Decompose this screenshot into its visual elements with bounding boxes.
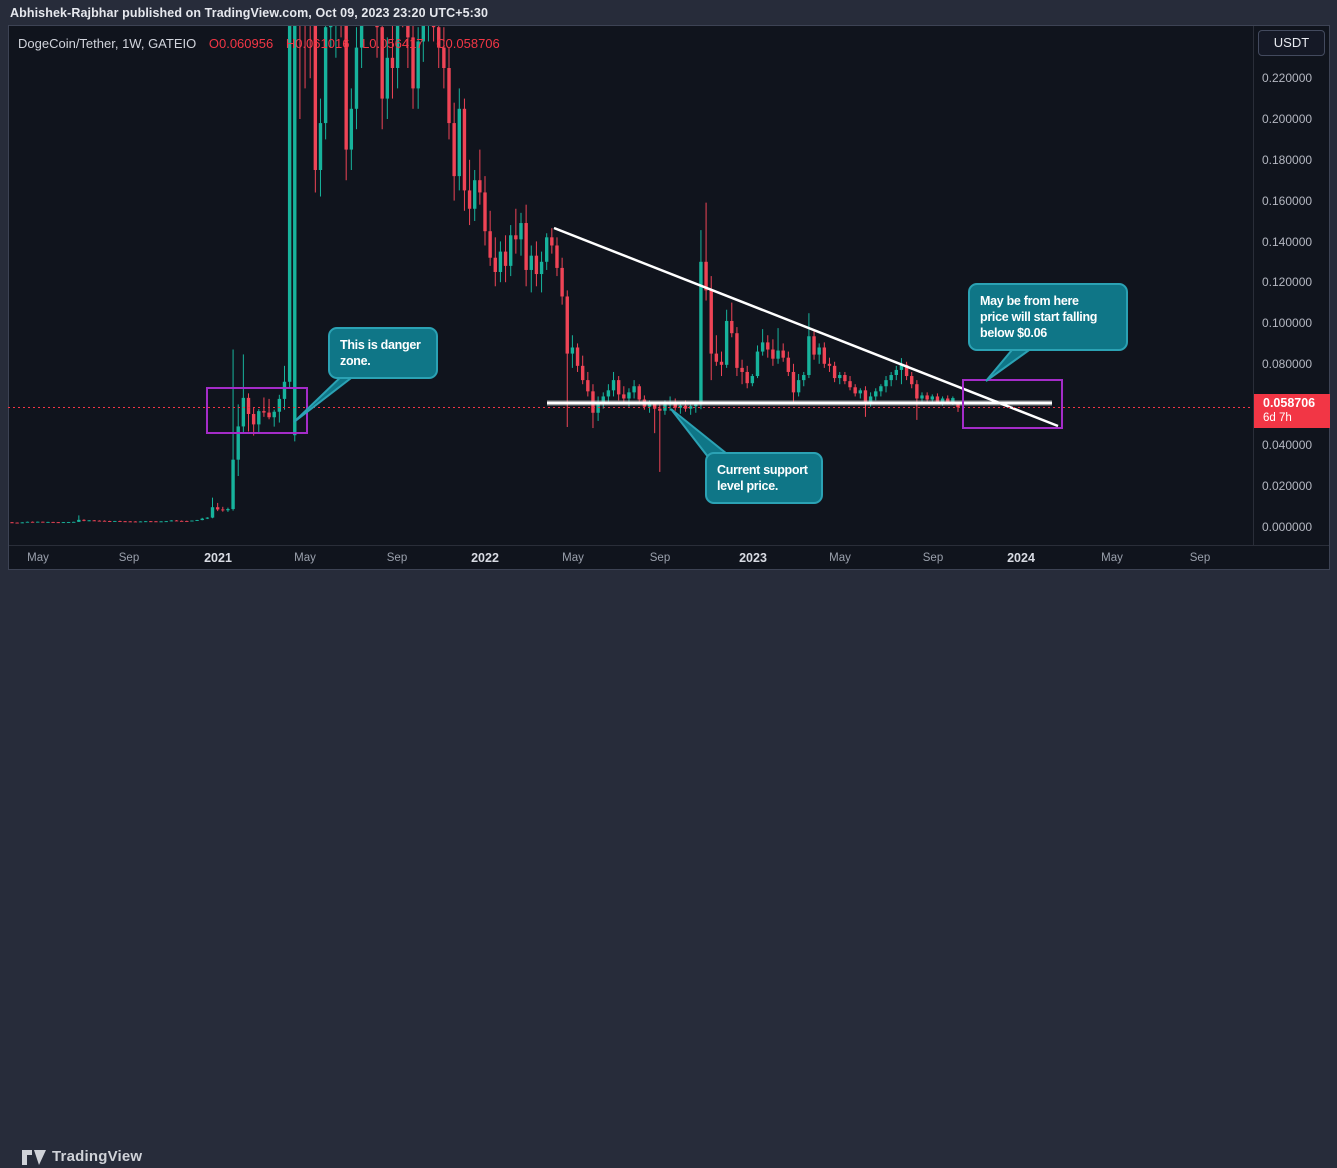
price-tick: 0.020000: [1262, 479, 1313, 493]
time-tick-month: Sep: [118, 552, 140, 564]
time-tick-month: Sep: [1189, 552, 1211, 564]
time-tick-year: 2022: [471, 551, 499, 565]
chart-canvas[interactable]: [0, 0, 1337, 605]
time-tick-month: Sep: [649, 552, 671, 564]
time-tick-month: May: [829, 552, 851, 564]
highlight-box-1[interactable]: [206, 387, 308, 434]
published-header: Abhishek-Rajbhar published on TradingVie…: [10, 6, 489, 20]
callout-support-level[interactable]: Current support level price.: [705, 452, 823, 504]
callout-danger-zone[interactable]: This is danger zone.: [328, 327, 438, 379]
currency-toggle-button[interactable]: USDT: [1258, 30, 1325, 56]
price-tick: 0.140000: [1262, 235, 1313, 249]
legend-close: C0.058706: [436, 36, 500, 51]
tradingview-logo[interactable]: TradingView: [22, 1148, 222, 1168]
last-price-value: 0.058706: [1263, 396, 1316, 410]
price-tick: 0.000000: [1262, 520, 1313, 534]
price-tick: 0.040000: [1262, 438, 1313, 452]
callout-price-falling[interactable]: May be from here price will start fallin…: [968, 283, 1128, 351]
symbol-legend: DogeCoin/Tether, 1W, GATEIO O0.060956 H0…: [18, 36, 500, 51]
trendline[interactable]: [553, 226, 1059, 428]
bar-countdown: 6d 7h: [1263, 412, 1292, 424]
price-tick: 0.220000: [1262, 71, 1313, 85]
tradingview-logo-icon: [22, 1150, 46, 1165]
legend-low: L0.056417: [362, 36, 424, 51]
time-tick-year: 2024: [1007, 551, 1035, 565]
time-tick-year: 2021: [204, 551, 232, 565]
time-tick-month: May: [294, 552, 316, 564]
time-tick-month: Sep: [386, 552, 408, 564]
candles-layer: [10, 26, 960, 524]
bottom-bar: TradingView: [0, 570, 1337, 1165]
time-tick-year: 2023: [739, 551, 767, 565]
tradingview-logo-text: TradingView: [52, 1148, 143, 1165]
time-tick-month: May: [1101, 552, 1123, 564]
price-axis-separator: [1253, 26, 1254, 545]
time-tick-month: May: [27, 552, 49, 564]
price-tick: 0.200000: [1262, 112, 1313, 126]
price-tick: 0.120000: [1262, 275, 1313, 289]
symbol-title: DogeCoin/Tether, 1W, GATEIO: [18, 36, 197, 51]
highlight-box-2[interactable]: [962, 379, 1063, 429]
price-tick: 0.080000: [1262, 357, 1313, 371]
price-tick: 0.100000: [1262, 316, 1313, 330]
legend-high: H0.061016: [285, 36, 350, 51]
time-axis-separator: [9, 545, 1329, 546]
price-tick: 0.180000: [1262, 153, 1313, 167]
price-tick: 0.160000: [1262, 194, 1313, 208]
last-price-badge: 0.058706 6d 7h: [1254, 394, 1330, 428]
time-tick-month: Sep: [922, 552, 944, 564]
time-tick-month: May: [562, 552, 584, 564]
legend-open: O0.060956: [208, 36, 274, 51]
